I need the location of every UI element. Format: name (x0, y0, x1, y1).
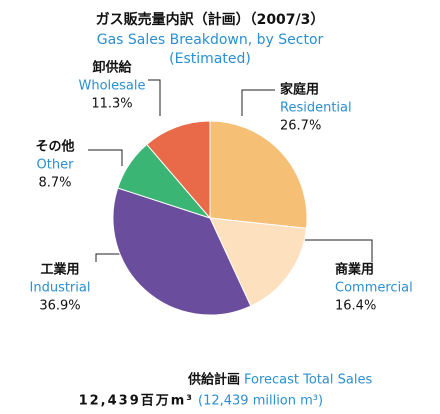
footer-label: Forecast Total Sales (244, 373, 372, 388)
leader-line (88, 149, 123, 166)
footer-total: 12,439百万m³ (79, 394, 194, 409)
slice-value-label: 11.3% (91, 97, 132, 112)
slice-value-label: 36.9% (39, 299, 80, 314)
pie-slice (146, 120, 211, 220)
footer-label: 供給計画 (187, 372, 240, 388)
chart-title: ガス販売量内訳（計画）（2007/3） (96, 11, 325, 28)
pie-slice (209, 120, 308, 229)
pie-slice (112, 187, 252, 316)
slice-label-en: Wholesale (78, 79, 145, 94)
footer-total: (12,439 million m³) (198, 394, 323, 409)
leader-line (292, 239, 373, 262)
leader-line (95, 253, 128, 262)
leader-line (241, 89, 275, 116)
slice-value-label: 8.7% (38, 176, 71, 191)
slice-label-en: Industrial (30, 281, 91, 296)
slice-value-label: 16.4% (335, 299, 376, 314)
slice-label-en: Other (37, 158, 75, 173)
slice-label-en: Residential (280, 101, 352, 116)
slice-value-label: 26.7% (280, 119, 321, 134)
slice-label-ja: 商業用 (335, 262, 374, 278)
slice-label-ja: 家庭用 (280, 82, 319, 98)
slice-label-ja: 卸供給 (92, 60, 132, 76)
pie-slice (209, 217, 307, 307)
chart-subtitle: (Estimated) (169, 51, 251, 67)
slice-label-en: Commercial (335, 281, 413, 296)
leader-line (148, 79, 161, 116)
chart-subtitle: Gas Sales Breakdown, by Sector (97, 32, 324, 48)
slice-label-ja: 工業用 (40, 262, 79, 278)
slice-label-ja: その他 (35, 139, 74, 155)
